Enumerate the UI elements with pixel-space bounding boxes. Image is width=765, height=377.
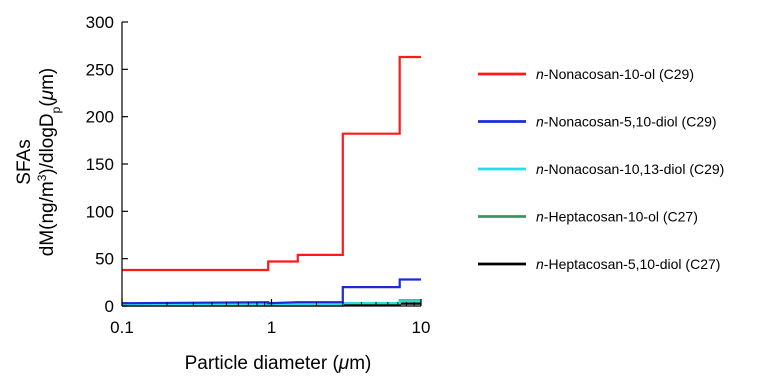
x-tick-label: 10 bbox=[412, 318, 431, 337]
series-layer bbox=[121, 55, 421, 307]
y-tick-label: 200 bbox=[86, 108, 114, 127]
legend-label-1: n-Nonacosan-10-ol (C29) bbox=[536, 66, 694, 82]
legend-label-2: n-Nonacosan-5,10-diol (C29) bbox=[536, 114, 717, 130]
legend-label-4: n-Heptacosan-10-ol (C27) bbox=[536, 209, 698, 225]
y-tick-label: 250 bbox=[86, 60, 114, 79]
x-tick-label: 1 bbox=[267, 318, 276, 337]
y-axis-title-line2: dM(ng/m3)/dlogDp(μm) bbox=[35, 68, 63, 257]
x-axis-title: Particle diameter (μm) bbox=[185, 353, 372, 374]
y-tick-label: 0 bbox=[105, 297, 114, 316]
series-line-1 bbox=[122, 55, 421, 272]
y-tick-label: 150 bbox=[86, 155, 114, 174]
y-tick-label: 300 bbox=[86, 13, 114, 32]
axes-layer bbox=[121, 22, 421, 307]
y-tick-label: 100 bbox=[86, 202, 114, 221]
legend: n-Nonacosan-10-ol (C29) n-Nonacosan-5,10-… bbox=[478, 66, 724, 272]
x-tick-label: 0.1 bbox=[110, 318, 134, 337]
legend-label-5: n-Heptacosan-5,10-diol (C27) bbox=[536, 256, 720, 272]
legend-label-3: n-Nonacosan-10,13-diol (C29) bbox=[536, 161, 724, 177]
y-axis-title-line1: SFAs bbox=[14, 139, 35, 184]
y-axis-title: SFAs dM(ng/m3)/dlogDp(μm) bbox=[14, 68, 63, 257]
y-tick-label: 50 bbox=[95, 250, 114, 269]
ticks-layer: 0 50 100 150 200 250 300 0.1 1 10 bbox=[86, 13, 431, 337]
